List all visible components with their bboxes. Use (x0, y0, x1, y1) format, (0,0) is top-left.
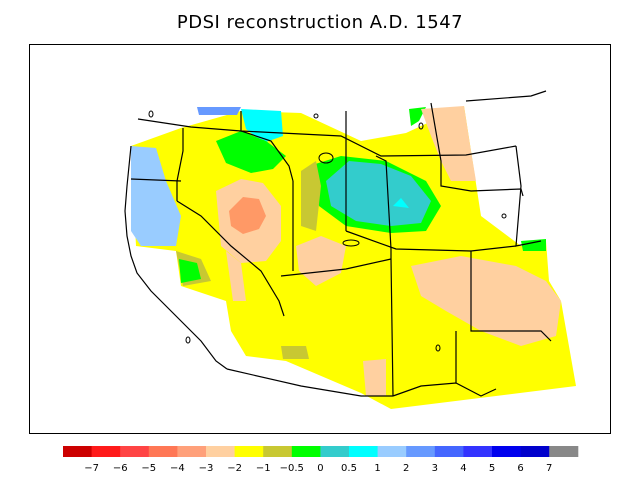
near-normal-sw-az (281, 346, 309, 359)
island-a (148, 110, 154, 118)
island-b (313, 113, 319, 119)
legend-label: −2 (227, 463, 242, 474)
nevada-california-border (176, 200, 285, 317)
wet-pacific-nw (131, 146, 181, 246)
mexico-border (226, 368, 393, 397)
four-corners-vertical (390, 249, 394, 397)
contour-fills (131, 106, 576, 409)
legend-label: −3 (199, 463, 214, 474)
legend-bar: −7 −6 −5 −4 −3 −2 −1 −0.5 0 0.5 1 2 3 4 5 6 7 (63, 446, 579, 474)
legend-label: 1 (374, 463, 380, 474)
pdsi-map (124, 90, 576, 409)
color-legend: −7 −6 −5 −4 −3 −2 −1 −0.5 0 0.5 1 2 3 4 5 6 7 (0, 444, 640, 476)
legend-label: 0 (317, 463, 323, 474)
wet-montana-cyan (241, 109, 283, 143)
legend-swatch (206, 446, 236, 457)
oregon-california-border (130, 178, 182, 182)
nebraska-south (470, 245, 517, 252)
wet-nw-blue (197, 107, 241, 115)
legend-label: 4 (460, 463, 466, 474)
legend-swatch (177, 446, 207, 457)
boundary-lines (124, 90, 552, 397)
legend-swatch (406, 446, 436, 457)
drier-arizona-south (363, 359, 386, 396)
drier-california-west (226, 251, 246, 301)
drier-colorado-kansas (411, 256, 561, 346)
pacific-coastline (124, 145, 228, 370)
legend-label: 6 (517, 463, 523, 474)
legend-swatch (520, 446, 550, 457)
legend-label: −5 (141, 463, 156, 474)
island-d (185, 336, 191, 344)
wet-nd-green (409, 107, 426, 126)
legend-swatch (148, 446, 178, 457)
water-features (148, 110, 507, 352)
wet-ne-corner (521, 239, 546, 251)
legend-label: −1 (256, 463, 271, 474)
near-normal-wyoming (301, 161, 321, 231)
legend-swatch (377, 446, 407, 457)
legend-swatch (291, 446, 321, 457)
colorado-east (470, 251, 552, 342)
wet-wyoming-cyan-core (393, 198, 409, 208)
colorado-north (375, 155, 392, 250)
kansas-line (515, 145, 542, 247)
north-top (465, 90, 547, 102)
legend-swatch (320, 446, 350, 457)
legend-label: −0.5 (280, 463, 304, 474)
wet-cal-coast-green (179, 259, 201, 283)
wet-montana-green (216, 131, 286, 173)
idaho-montana-border (240, 111, 294, 182)
wyoming-south-border (345, 230, 472, 252)
legend-swatch (492, 446, 522, 457)
legend-swatch (434, 446, 464, 457)
legend-label: 2 (403, 463, 409, 474)
great-salt-lake (318, 152, 334, 164)
legend-label: 5 (489, 463, 495, 474)
dakota-lines (430, 102, 524, 197)
island-f (501, 213, 507, 219)
legend-swatch (91, 446, 121, 457)
legend-label: −6 (113, 463, 128, 474)
legend-label: −7 (84, 463, 99, 474)
legend-swatch (463, 446, 493, 457)
legend-label: 3 (432, 463, 438, 474)
island-c (418, 122, 424, 130)
idaho-west-border (176, 128, 184, 201)
legend-label: 0.5 (341, 463, 357, 474)
legend-swatch (263, 446, 293, 457)
lake-marker (342, 239, 360, 247)
utah-arizona-border (280, 258, 392, 277)
legend-swatch (549, 446, 579, 457)
wet-wyoming-teal (326, 161, 431, 226)
island-e (435, 344, 441, 352)
legend-label: −4 (170, 463, 185, 474)
map-title: PDSI reconstruction A.D. 1547 (176, 12, 464, 33)
canada-border (137, 118, 517, 157)
legend-swatch (120, 446, 150, 457)
domain-dry-base (131, 106, 576, 409)
legend-swatch (349, 446, 379, 457)
legend-swatch (63, 446, 93, 457)
legend-swatch (234, 446, 264, 457)
legend-label: 7 (546, 463, 552, 474)
driest-great-basin-core (229, 197, 266, 234)
map-panel (29, 44, 611, 434)
